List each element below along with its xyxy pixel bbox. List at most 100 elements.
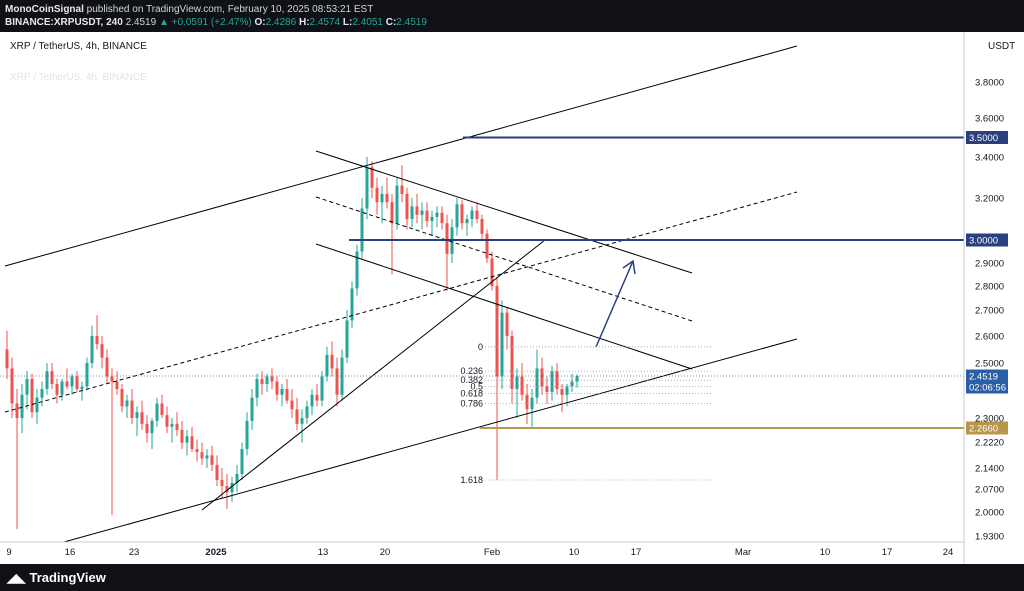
high-value: 2.4574 — [309, 17, 341, 28]
candle-body — [475, 210, 479, 219]
candle-body — [500, 312, 504, 377]
candle-body — [565, 386, 569, 395]
tradingview-logo[interactable]: ◢◣ TradingView — [7, 570, 106, 585]
time-tick-label: Feb — [484, 547, 500, 558]
price-tick-label: 2.1400 — [975, 464, 1004, 475]
candle-body — [270, 376, 274, 382]
candle-body — [305, 406, 309, 418]
candle-body — [30, 378, 34, 413]
candle-body — [260, 378, 264, 384]
candle-body — [5, 349, 9, 369]
candle-body — [215, 464, 219, 480]
candle-body — [110, 376, 114, 382]
candle-body — [510, 336, 514, 389]
candle-body — [460, 204, 464, 224]
time-tick-label: 13 — [318, 547, 329, 558]
price-label-box — [966, 421, 1008, 435]
price-label-value: 3.0000 — [969, 236, 998, 247]
candle-body — [240, 448, 244, 474]
candle-body — [550, 371, 554, 392]
candle-body — [255, 378, 259, 398]
candle-body — [470, 210, 474, 219]
candle-body — [65, 381, 69, 387]
time-tick-label: 20 — [380, 547, 391, 558]
candle-body — [90, 336, 94, 363]
fib-level-label: 0.382 — [460, 375, 483, 385]
horizontal-levels — [0, 136, 964, 429]
price-tick-label: 2.5000 — [975, 359, 1004, 370]
candle-body — [430, 216, 434, 222]
price-label-value: 2.4519 — [969, 372, 998, 383]
time-tick-label: 23 — [129, 547, 140, 558]
candle-body — [95, 336, 99, 345]
chart-area[interactable]: 0 0.236 0.382 0.5 0.618 0.786 1.618 XRP / Teth… — [0, 32, 1024, 564]
open-label: O: — [254, 17, 266, 28]
candle-body — [180, 429, 184, 443]
candle-body — [250, 397, 254, 421]
candle-body — [265, 376, 269, 384]
candle-body — [50, 371, 54, 384]
candle-body — [315, 394, 319, 401]
candle-body — [150, 420, 154, 434]
time-tick-label: 16 — [65, 547, 76, 558]
candle-body — [200, 452, 204, 459]
candle-body — [115, 381, 119, 389]
candle-body — [230, 483, 234, 493]
price-tick-label: 2.0000 — [975, 508, 1004, 519]
candle-body — [320, 376, 324, 401]
close-label: C: — [385, 17, 397, 28]
currency-label: USDT — [988, 41, 1015, 52]
fib-level-label: 0.786 — [460, 399, 483, 409]
candle-body — [155, 403, 159, 421]
candle-body — [530, 397, 534, 410]
candle-countdown: 02:06:56 — [969, 383, 1006, 394]
candle-body — [410, 206, 414, 219]
symbol-label: BINANCE:XRPUSDT, 240 — [5, 17, 123, 28]
candle-body — [75, 376, 79, 389]
time-axis[interactable]: 9 16 23 2025 13 20 Feb 10 17 Mar 10 17 24 — [6, 547, 953, 558]
candle-body — [175, 423, 179, 430]
low-label: L: — [342, 17, 353, 28]
price-label-value: 2.2660 — [969, 424, 998, 435]
open-value: 2.4286 — [265, 17, 297, 28]
candle-body — [235, 474, 239, 483]
candle-body — [45, 371, 49, 389]
candle-body — [105, 357, 109, 377]
faded-legend-title: XRP / TetherUS, 4h, BINANCE — [10, 72, 147, 83]
candle-body — [195, 448, 199, 453]
candle-body — [560, 389, 564, 395]
candle-body — [125, 400, 129, 407]
price-tick-label: 2.6000 — [975, 332, 1004, 343]
candle-body — [120, 389, 124, 407]
candle-body — [400, 185, 404, 194]
price-tick-label: 1.9300 — [975, 532, 1004, 543]
candle-body — [390, 202, 394, 224]
candle-body — [505, 312, 509, 336]
candle-body — [10, 368, 14, 404]
candle-body — [185, 436, 189, 443]
time-tick-label: 2025 — [205, 547, 227, 558]
candle-body — [575, 376, 579, 382]
candle-body — [350, 288, 354, 321]
forecast-arrow — [595, 260, 634, 348]
wedge-mid-line — [315, 196, 693, 322]
price-tick-label: 3.8000 — [975, 78, 1004, 89]
candle-body — [80, 386, 84, 389]
candle-body — [520, 376, 524, 395]
price-axis[interactable]: USDT 3.8000 3.6000 3.4000 3.2000 2.9000 2.8000… — [0, 32, 1024, 564]
time-tick-label: 10 — [569, 547, 580, 558]
time-tick-label: 24 — [943, 547, 954, 558]
candle-body — [570, 381, 574, 387]
price-tick-label: 2.8000 — [975, 282, 1004, 293]
candle-body — [545, 386, 549, 392]
publisher-name[interactable]: MonoCoinSignal — [5, 4, 84, 15]
candle-body — [205, 455, 209, 459]
candle-body — [370, 167, 374, 188]
price-label-box — [966, 131, 1008, 144]
price-tick-label: 2.2220 — [975, 438, 1004, 449]
time-tick-label: Mar — [735, 547, 751, 558]
publish-line: MonoCoinSignal published on TradingView.… — [5, 4, 373, 15]
